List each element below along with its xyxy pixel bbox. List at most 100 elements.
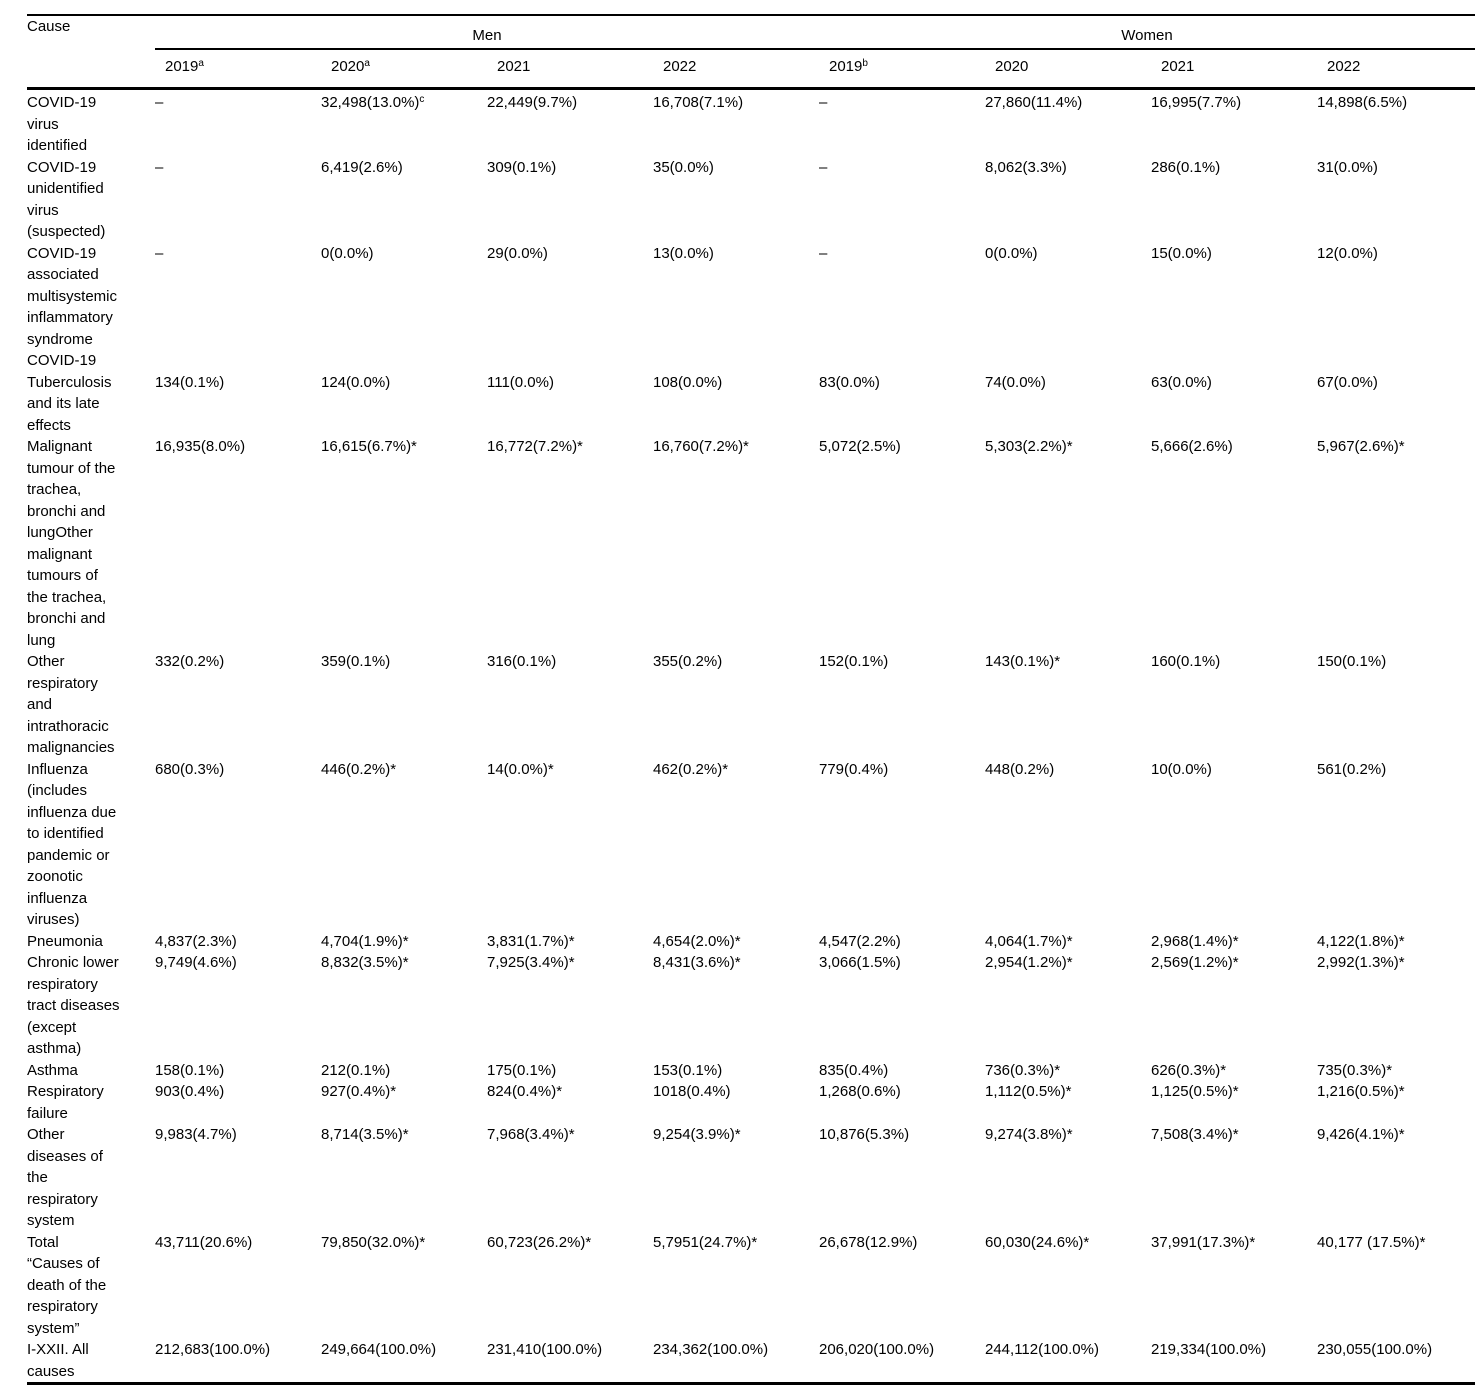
table-cell-value: 160(0.1%) xyxy=(1151,653,1221,670)
table-cell-value: 9,426(4.1%)* xyxy=(1317,1126,1405,1143)
column-header-year: 2020a xyxy=(321,49,487,90)
table-cell-value: 26,678(12.9%) xyxy=(819,1233,918,1251)
table-cell-value: 9,274(3.8%)* xyxy=(985,1126,1073,1143)
column-group-women: Women xyxy=(819,15,1475,50)
table-cell-value: 43,711(20.6%) xyxy=(155,1233,253,1251)
row-cause-label: Total “Causes of death of the respiratory sy… xyxy=(27,1233,107,1337)
table-cell-value: 3,066(1.5%) xyxy=(819,954,901,971)
table-cell-value: 150(0.1%) xyxy=(1317,653,1387,670)
table-cell-value: 63(0.0%) xyxy=(1151,373,1212,391)
table-cell-value: 2,992(1.3%)* xyxy=(1317,954,1405,971)
table-cell-value: 355(0.2%) xyxy=(653,653,723,670)
table-cell-value: 8,714(3.5%)* xyxy=(321,1126,409,1143)
table-cell-value: 4,122(1.8%)* xyxy=(1317,932,1405,950)
row-cause-label: Other respiratory and intrathoracic malignan… xyxy=(27,653,115,756)
table-cell-value: 462(0.2%)* xyxy=(653,760,729,778)
row-cause-label: Tuberculosis and its late effects xyxy=(27,373,112,434)
table-cell-value: 736(0.3%)* xyxy=(985,1061,1061,1079)
table-row: Pneumonia 4,837(2.3%) 4,704(1.9%)* 3,831(1.… xyxy=(27,931,1475,953)
table-cell-value: 5,303(2.2%)* xyxy=(985,438,1073,455)
table-cell-value: 230,055(100.0%) xyxy=(1317,1341,1433,1358)
mortality-causes-table: Cause Men Women 2019a 2020a 2021 2022 2019b 2… xyxy=(27,14,1475,1385)
table-row: Asthma 158(0.1%) 212(0.1%) 175(0.1%) 153(0.1… xyxy=(27,1060,1475,1082)
table-cell-value: 779(0.4%) xyxy=(819,760,889,778)
table-cell-value: 175(0.1%) xyxy=(487,1061,557,1079)
table-row: Influenza (includes influenza due to identi… xyxy=(27,759,1475,931)
table-cell-value: 446(0.2%)* xyxy=(321,760,397,778)
table-cell-value: – xyxy=(155,158,164,176)
table-cell-value: – xyxy=(155,244,164,262)
superscript-note: c xyxy=(419,94,425,105)
column-header-year: 2021 xyxy=(1151,49,1317,90)
table-row: I-XXII. All causes 212,683(100.0%) 249,664(… xyxy=(27,1339,1475,1384)
table-cell-value: 735(0.3%)* xyxy=(1317,1061,1393,1079)
table-cell-value: 680(0.3%) xyxy=(155,760,225,778)
table-cell-value: 124(0.0%) xyxy=(321,373,391,391)
table-cell-value: 1018(0.4%) xyxy=(653,1083,731,1100)
table-cell-value: 108(0.0%) xyxy=(653,373,723,391)
table-row: COVID-19 virus identified – 32,498(13.0%)c 22… xyxy=(27,89,1475,157)
row-cause-label: I-XXII. All causes xyxy=(27,1341,89,1380)
table-cell-value: 5,666(2.6%) xyxy=(1151,438,1233,455)
year-header-row: 2019a 2020a 2021 2022 2019b 2020 2021 2022 xyxy=(27,49,1475,90)
table-cell-value: 212(0.1%) xyxy=(321,1061,391,1079)
table-cell-value: 10,876(5.3%) xyxy=(819,1126,910,1143)
column-group-men: Men xyxy=(155,15,819,50)
column-header-year: 2020 xyxy=(985,49,1151,90)
table-cell-value: 9,254(3.9%)* xyxy=(653,1126,741,1143)
table-cell-value: 3,831(1.7%)* xyxy=(487,932,575,950)
table-cell-value: 4,547(2.2%) xyxy=(819,932,901,950)
table-cell-value: 0(0.0%) xyxy=(321,244,374,262)
table-cell-value: 1,112(0.5%)* xyxy=(985,1083,1072,1100)
table-cell-value: 7,508(3.4%)* xyxy=(1151,1126,1239,1143)
superscript-note: a xyxy=(364,58,370,69)
row-cause-label: COVID-19 virus identified xyxy=(27,94,97,154)
table-cell-value: 22,449(9.7%) xyxy=(487,94,578,111)
table-cell-value: 824(0.4%)* xyxy=(487,1083,563,1100)
column-header-year: 2019b xyxy=(819,49,985,90)
table-cell-value: 626(0.3%)* xyxy=(1151,1061,1227,1079)
table-cell-value: 5,7951(24.7%)* xyxy=(653,1233,758,1251)
table-row: Respiratory failure 903(0.4%) 927(0.4%)* 824… xyxy=(27,1081,1475,1124)
table-cell-value: 153(0.1%) xyxy=(653,1061,723,1079)
table-cell-value: – xyxy=(819,244,828,262)
table-cell-value: 16,615(6.7%)* xyxy=(321,438,417,455)
table-cell-value: 5,967(2.6%)* xyxy=(1317,438,1405,455)
table-cell-value: 244,112(100.0%) xyxy=(985,1341,1099,1358)
table-cell-value: 212,683(100.0%) xyxy=(155,1341,271,1358)
table-cell-value: 32,498(13.0%)c xyxy=(321,94,425,111)
row-cause-label: Asthma xyxy=(27,1061,78,1079)
table-cell-value: 7,925(3.4%)* xyxy=(487,954,575,971)
column-header-cause: Cause xyxy=(27,15,155,90)
table-cell-value: 1,125(0.5%)* xyxy=(1151,1083,1239,1100)
table-cell-value: 2,954(1.2%)* xyxy=(985,954,1073,971)
table-cell-value: 4,837(2.3%) xyxy=(155,932,237,950)
row-cause-label: Malignant tumour of the trachea, bronchi an… xyxy=(27,438,116,649)
table-row: Other diseases of the respiratory system 9,98… xyxy=(27,1124,1475,1232)
table-cell-value: 158(0.1%) xyxy=(155,1061,225,1079)
table-cell-value: 31(0.0%) xyxy=(1317,158,1378,176)
table-cell-value: 16,772(7.2%)* xyxy=(487,438,583,455)
table-cell-value: 1,268(0.6%) xyxy=(819,1083,901,1100)
table-row: COVID-19 unidentified virus (suspected) – 6,4… xyxy=(27,157,1475,243)
table-cell-value: 8,832(3.5%)* xyxy=(321,954,409,971)
table-cell-value: 16,760(7.2%)* xyxy=(653,438,749,455)
table-cell-value: 40,177 (17.5%)* xyxy=(1317,1233,1426,1251)
table-cell-value: 903(0.4%) xyxy=(155,1083,225,1100)
table-cell-value: 7,968(3.4%)* xyxy=(487,1126,575,1143)
table-cell-value: 206,020(100.0%) xyxy=(819,1341,935,1358)
table-cell-value: 231,410(100.0%) xyxy=(487,1341,603,1358)
table-cell-value: 4,654(2.0%)* xyxy=(653,932,741,950)
table-cell-value: 835(0.4%) xyxy=(819,1061,889,1079)
table-row: COVID-19 associated multisystemic inflammat… xyxy=(27,243,1475,372)
row-cause-label: Respiratory failure xyxy=(27,1083,104,1122)
table-row: Malignant tumour of the trachea, bronchi an… xyxy=(27,436,1475,651)
table-cell-value: 6,419(2.6%) xyxy=(321,158,403,176)
row-cause-label: Pneumonia xyxy=(27,932,103,950)
table-cell-value: 16,708(7.1%) xyxy=(653,94,744,111)
table-cell-value: 359(0.1%) xyxy=(321,653,391,670)
table-cell-value: 14,898(6.5%) xyxy=(1317,94,1408,111)
column-header-year: 2021 xyxy=(487,49,653,90)
table-cell-value: 15(0.0%) xyxy=(1151,244,1212,262)
